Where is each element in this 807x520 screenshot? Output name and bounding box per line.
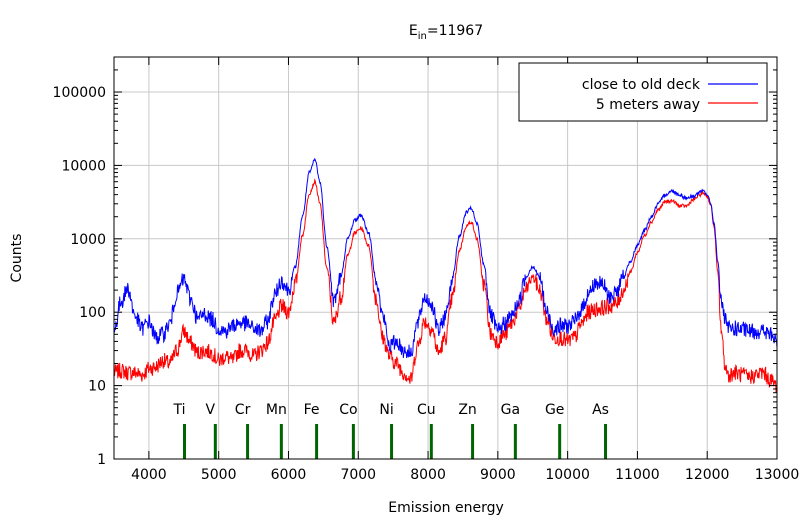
element-label: Ni [379,402,393,418]
x-tick-label: 7000 [340,467,376,483]
legend: close to old deck 5 meters away [518,62,768,122]
element-label: V [206,402,216,418]
x-tick-label: 12000 [685,467,730,483]
element-label: Mn [266,402,287,418]
legend-box [518,62,768,122]
legend-label-close-to-old-deck: close to old deck [582,77,701,93]
series-line-5-meters-away [113,178,778,393]
x-axis-label: Emission energy [388,500,504,516]
element-label: Ge [545,402,564,418]
y-tick-label: 100000 [53,85,106,101]
element-label: Cr [235,402,251,418]
x-tick-label: 4000 [131,467,167,483]
y-tick-labels: 1 10 100 1000 10000 100000 [53,85,106,468]
element-markers [182,423,608,459]
x-tick-labels: 4000 5000 6000 7000 8000 9000 10000 11000 12000 1… [131,467,799,483]
y-tick-label: 10 [88,379,106,395]
y-tick-label: 1 [97,452,106,468]
element-label: As [592,402,609,418]
x-tick-label: 8000 [410,467,446,483]
chart-title: Ein=11967 [409,23,483,42]
y-axis-label: Counts [9,234,25,283]
element-label: Ti [172,402,185,418]
x-tick-label: 11000 [615,467,660,483]
element-label: Ga [501,402,520,418]
y-tick-label: 10000 [61,158,106,174]
element-label: Co [339,402,357,418]
series-line-close-to-old-deck [113,157,778,359]
x-tick-label: 13000 [755,467,800,483]
x-tick-label: 6000 [271,467,307,483]
x-tick-label: 9000 [480,467,516,483]
element-label: Fe [304,402,320,418]
x-tick-label: 5000 [201,467,237,483]
x-tick-label: 10000 [545,467,590,483]
series-lines [113,157,778,393]
y-tick-label: 100 [79,305,106,321]
axis-ticks [114,57,778,460]
element-labels: Ti V Cr Mn Fe Co Ni Cu Zn Ga Ge As [172,402,608,418]
plot-frame [113,56,778,460]
y-tick-label: 1000 [70,232,106,248]
element-label: Zn [458,402,476,418]
legend-label-5-meters-away: 5 meters away [596,97,700,113]
element-label: Cu [417,402,436,418]
